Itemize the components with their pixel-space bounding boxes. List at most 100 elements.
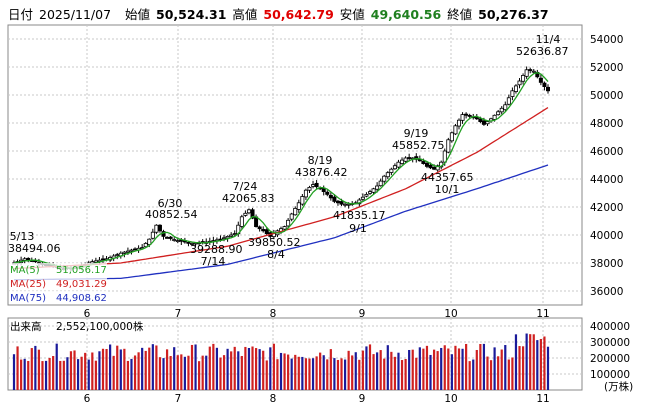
volume-bar xyxy=(73,350,76,390)
volume-bar xyxy=(34,345,37,390)
candles xyxy=(11,66,551,272)
volume-bar xyxy=(258,349,261,390)
volume-bar xyxy=(144,350,147,390)
volume-bar xyxy=(37,349,41,390)
annotation-value: 39850.52 xyxy=(248,236,301,249)
volume-x-tick: 6 xyxy=(84,393,91,405)
volume-bar xyxy=(329,349,332,390)
candle-body xyxy=(122,251,127,254)
annotation-date: 10/1 xyxy=(435,183,460,196)
volume-bar xyxy=(190,344,194,390)
volume-bar xyxy=(212,343,215,390)
volume-bar xyxy=(123,348,126,390)
price-y-tick: 44000 xyxy=(590,174,623,186)
volume-bar xyxy=(404,359,407,390)
volume-bar xyxy=(422,348,425,390)
candle-body xyxy=(467,114,472,117)
legend-bg xyxy=(9,263,107,276)
volume-bar xyxy=(194,344,197,390)
price-y-tick: 46000 xyxy=(590,146,623,158)
volume-bar xyxy=(347,350,350,390)
volume-bar xyxy=(297,356,300,390)
volume-bar xyxy=(94,360,97,390)
volume-bar xyxy=(148,347,151,390)
volume-bar xyxy=(493,347,496,390)
volume-x-tick: 9 xyxy=(359,393,366,405)
candle-body xyxy=(143,242,148,248)
volume-bar xyxy=(226,348,229,390)
volume-bar xyxy=(66,357,69,390)
volume-bar xyxy=(16,346,19,390)
candle-body xyxy=(460,114,465,121)
volume-bar xyxy=(500,349,503,390)
low-value: 49,640.56 xyxy=(370,7,442,22)
volume-x-tick: 8 xyxy=(270,393,277,405)
candle-body xyxy=(168,236,173,239)
price-x-tick: 10 xyxy=(444,308,457,320)
volume-bar xyxy=(76,359,80,390)
candle-body xyxy=(307,186,312,191)
price-y-tick: 50000 xyxy=(590,90,623,102)
volume-bar xyxy=(59,360,62,390)
volume-bar xyxy=(119,349,122,390)
candle-body xyxy=(392,165,397,170)
volume-bar xyxy=(130,358,133,390)
volume-bar xyxy=(109,344,112,390)
volume-bar xyxy=(521,346,525,390)
volume-bar xyxy=(126,360,130,390)
volume-bar xyxy=(343,359,347,390)
candle-body xyxy=(371,188,376,193)
volume-bar xyxy=(354,352,357,390)
candle-body xyxy=(332,196,337,202)
candle-body xyxy=(510,90,515,97)
candle-body xyxy=(546,86,551,92)
volume-x-tick: 10 xyxy=(444,393,457,405)
volume-bar xyxy=(12,354,16,390)
legend-name: MA(75) xyxy=(10,293,46,304)
volume-bar xyxy=(304,358,308,390)
volume-latest: 2,552,100,000株 xyxy=(56,320,144,333)
annotation-value: 40852.54 xyxy=(145,208,198,221)
candle-body xyxy=(407,157,412,159)
candle-body xyxy=(499,107,504,113)
candle-body xyxy=(261,229,266,232)
volume-y-tick: 100000 xyxy=(590,369,630,381)
candle-body xyxy=(382,175,387,182)
candle-body xyxy=(389,168,394,173)
volume-bar xyxy=(450,354,453,390)
candle-body xyxy=(396,161,401,168)
price-y-tick: 52000 xyxy=(590,62,623,74)
annotation-value: 43876.42 xyxy=(295,166,348,179)
volume-bar xyxy=(27,360,30,390)
annotation-date: 5/13 xyxy=(10,230,35,243)
high-label: 高値 xyxy=(232,7,258,22)
volume-bar xyxy=(151,344,154,390)
candle-body xyxy=(432,166,437,170)
price-header: 日付 2025/11/07 始値 50,524.31 高値 50,642.79 … xyxy=(8,4,551,23)
price-x-tick: 7 xyxy=(175,308,182,320)
volume-bar xyxy=(308,358,311,390)
volume-bar xyxy=(201,355,204,390)
volume-bar xyxy=(187,355,190,390)
volume-bar xyxy=(376,352,379,390)
open-value: 50,524.31 xyxy=(156,7,227,22)
annotation-date: 8/19 xyxy=(308,154,333,167)
legend-value: 44,908.62 xyxy=(56,293,107,304)
candle-body xyxy=(378,180,383,187)
price-x-tick: 8 xyxy=(270,308,277,320)
candle-body xyxy=(314,182,319,188)
volume-bar xyxy=(333,358,336,390)
annotation-date: 7/14 xyxy=(201,255,226,268)
volume-bar xyxy=(400,360,404,390)
annotation-value: 38494.06 xyxy=(8,242,61,255)
candle-body xyxy=(133,248,138,251)
volume-bar xyxy=(290,358,293,390)
annotation-value: 41835.17 xyxy=(333,209,386,222)
date-label: 日付 xyxy=(8,7,34,22)
volume-bars xyxy=(12,333,550,390)
volume-bar xyxy=(315,356,318,390)
candle-body xyxy=(239,216,244,227)
candle-body xyxy=(328,194,333,199)
volume-bar xyxy=(482,343,486,390)
price-y-tick: 38000 xyxy=(590,258,623,270)
